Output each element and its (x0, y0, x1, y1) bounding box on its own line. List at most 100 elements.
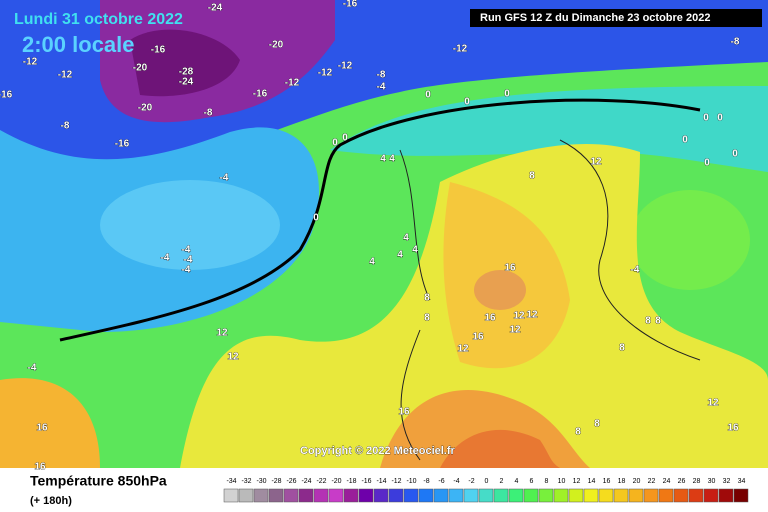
contour-label: 8 (655, 316, 661, 327)
contour-label: -8 (61, 121, 70, 132)
legend-level: -12 (391, 478, 401, 485)
legend-swatch (733, 488, 749, 503)
contour-label: 0 (313, 213, 319, 224)
legend-level: 12 (573, 478, 581, 485)
coldest-zone (130, 29, 240, 97)
legend-swatch (388, 488, 404, 503)
contour-label: -12 (453, 44, 468, 55)
legend-level: -2 (468, 478, 474, 485)
contour-label: 12 (526, 310, 538, 321)
contour-label: 8 (575, 427, 581, 438)
legend-swatch (283, 488, 299, 503)
contour-label: 16 (398, 407, 410, 418)
legend-level: -6 (438, 478, 444, 485)
legend-level: 24 (663, 478, 671, 485)
time: 2:00 locale (22, 32, 135, 57)
legend-level: -20 (331, 478, 341, 485)
contour-label: 8 (529, 171, 535, 182)
contour-label: -16 (151, 45, 166, 56)
contour-label: -20 (269, 40, 284, 51)
contour-label: -12 (23, 57, 38, 68)
contour-label: -12 (318, 68, 333, 79)
legend-swatch (373, 488, 389, 503)
contour-label: 8 (424, 293, 430, 304)
legend-swatch (553, 488, 569, 503)
legend-swatch (463, 488, 479, 503)
legend-level: 32 (723, 478, 731, 485)
contour-label: 0 (464, 97, 470, 108)
legend-swatch (328, 488, 344, 503)
contour-label: 0 (504, 89, 510, 100)
legend-level: -16 (361, 478, 371, 485)
east-zone (630, 190, 750, 290)
contour-label: 0 (425, 90, 431, 101)
legend-swatch (643, 488, 659, 503)
legend-level: 34 (738, 478, 746, 485)
contour-label: 12 (590, 157, 602, 168)
legend-level: -26 (286, 478, 296, 485)
legend-swatch (478, 488, 494, 503)
contour-label: 0 (717, 113, 723, 124)
legend-level: -18 (346, 478, 356, 485)
contour-label: 0 (332, 138, 338, 149)
contour-label: 12 (457, 344, 469, 355)
legend-level: 28 (693, 478, 701, 485)
contour-label: 4 (369, 257, 375, 268)
legend-level: 18 (618, 478, 626, 485)
run: Run GFS 12 Z du Dimanche 23 octobre 2022 (480, 12, 710, 24)
legend-swatch (598, 488, 614, 503)
legend-swatch (223, 488, 239, 503)
contour-label: 4 (403, 233, 409, 244)
legend-swatch (418, 488, 434, 503)
contour-label: 4 (380, 154, 386, 165)
contour-label: 0 (703, 113, 709, 124)
contour-label: -4 (184, 255, 193, 266)
contour-label: 4 (412, 245, 418, 256)
contour-label: 16 (34, 462, 46, 473)
contour-label: -8 (731, 37, 740, 48)
legend-swatch (568, 488, 584, 503)
contour-label: 0 (732, 149, 738, 160)
warm-sw (0, 378, 100, 468)
legend-level: -32 (241, 478, 251, 485)
legend-swatch (298, 488, 314, 503)
legend-level: -10 (406, 478, 416, 485)
legend-swatch (238, 488, 254, 503)
legend-level: -30 (256, 478, 266, 485)
cool-ocean-inner (100, 180, 280, 270)
legend-level: 8 (545, 478, 549, 485)
contour-label: -12 (285, 78, 300, 89)
date: Lundi 31 octobre 2022 (14, 11, 183, 28)
contour-label: 12 (216, 328, 228, 339)
contour-label: -8 (377, 70, 386, 81)
run-box (470, 9, 762, 27)
contour-label: -16 (343, 0, 358, 10)
legend-level: 0 (485, 478, 489, 485)
legend-swatch (253, 488, 269, 503)
contour-label: 16 (36, 423, 48, 434)
legend-swatch (688, 488, 704, 503)
contour-label: -8 (204, 108, 213, 119)
legend-level: 20 (633, 478, 641, 485)
contour-label: -4 (220, 173, 229, 184)
legend-level: 6 (530, 478, 534, 485)
contour-label: -12 (338, 61, 353, 72)
legend-level: 30 (708, 478, 716, 485)
legend-level: -22 (316, 478, 326, 485)
legend-level: 2 (500, 478, 504, 485)
contour-label: -20 (138, 103, 153, 114)
legend-swatch (538, 488, 554, 503)
legend-level: -4 (453, 478, 459, 485)
legend-subtitle: (+ 180h) (30, 495, 72, 507)
contour-label: -28 (179, 67, 194, 78)
contour-label: -20 (133, 63, 148, 74)
contour-label: 8 (594, 419, 600, 430)
legend-swatch (583, 488, 599, 503)
legend-level: 4 (515, 478, 519, 485)
coastline (399, 139, 701, 461)
contour-label: -16 (253, 89, 268, 100)
legend-swatch (343, 488, 359, 503)
contour-label: -4 (182, 265, 191, 276)
legend-swatch (508, 488, 524, 503)
legend-level: -24 (301, 478, 311, 485)
